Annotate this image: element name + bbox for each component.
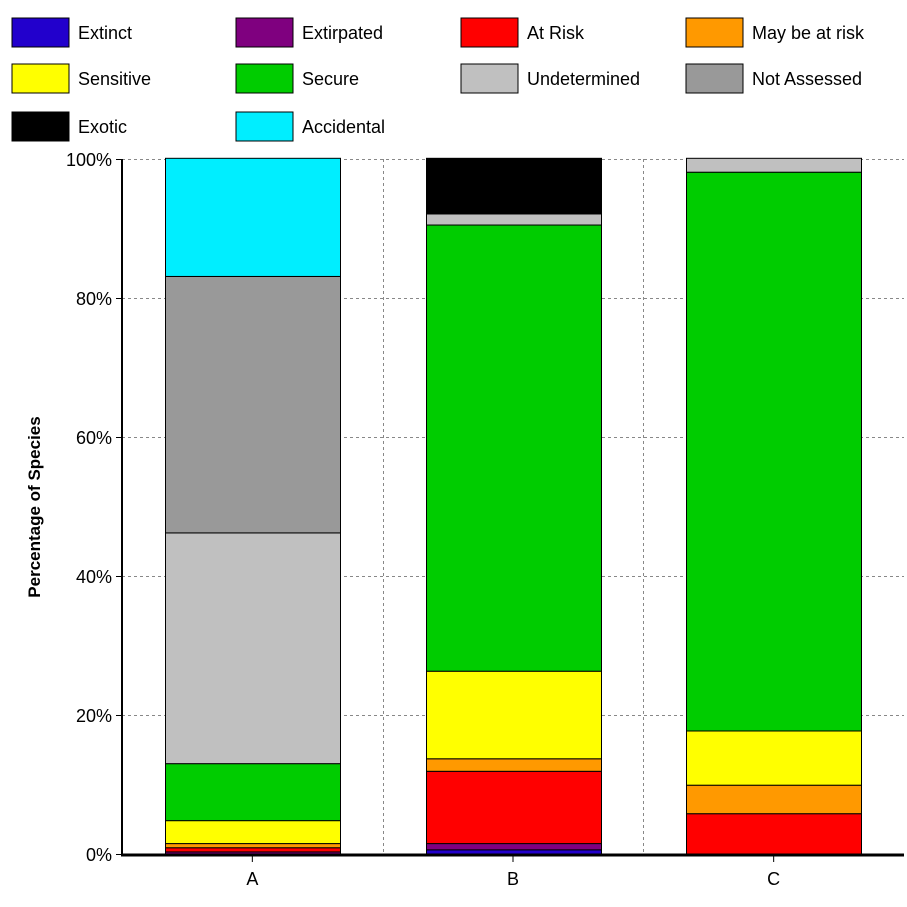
bar-a-at-risk xyxy=(165,847,341,853)
legend-label-undetermined: Undetermined xyxy=(527,69,640,89)
bar-b-extirpated xyxy=(426,843,602,851)
legend-swatch-undetermined xyxy=(460,63,519,94)
y-axis-label: Percentage of Species xyxy=(25,416,44,597)
bar-c-secure xyxy=(686,171,862,732)
bar-b-may-be-at-risk xyxy=(426,758,602,772)
x-tick-label-c: C xyxy=(767,869,780,889)
axes: 0% 20% 40% 60% 80% 100% A B C xyxy=(66,150,904,889)
legend-label-at-risk: At Risk xyxy=(527,23,585,43)
legend-label-extirpated: Extirpated xyxy=(302,23,383,43)
y-tick-label-5: 100% xyxy=(66,150,112,170)
legend-swatch-not-assessed xyxy=(685,63,744,94)
legend-swatch-accidental xyxy=(235,111,294,142)
y-tick-label-4: 80% xyxy=(76,289,112,309)
bar-c-at-risk xyxy=(686,813,862,855)
bar-c-sensitive xyxy=(686,730,862,786)
legend-label-secure: Secure xyxy=(302,69,359,89)
bar-a-secure xyxy=(165,763,341,822)
legend-swatch-extirpated xyxy=(235,17,294,48)
legend-swatch-extinct xyxy=(11,17,70,48)
bar-b-extinct xyxy=(426,849,602,855)
x-tick-label-a: A xyxy=(246,869,258,889)
bar-b-secure xyxy=(426,224,602,672)
bars xyxy=(165,157,862,855)
legend-swatch-at-risk xyxy=(460,17,519,48)
y-tick-label-0: 0% xyxy=(86,845,112,865)
bar-b-sensitive xyxy=(426,670,602,760)
bar-a-undetermined xyxy=(165,532,341,765)
bar-a-not-assessed xyxy=(165,275,341,534)
legend-swatch-may-be-at-risk xyxy=(685,17,744,48)
y-tick-label-2: 40% xyxy=(76,567,112,587)
bar-b-at-risk xyxy=(426,770,602,845)
y-tick-label-1: 20% xyxy=(76,706,112,726)
x-tick-label-b: B xyxy=(507,869,519,889)
legend-label-not-assessed: Not Assessed xyxy=(752,69,862,89)
legend: Extinct Extirpated At Risk May be at risk Se… xyxy=(11,17,865,142)
bar-a-accidental xyxy=(165,157,341,277)
bar-b-exotic xyxy=(426,157,602,215)
legend-swatch-secure xyxy=(235,63,294,94)
bar-a-may-be-at-risk xyxy=(165,843,341,849)
legend-swatch-exotic xyxy=(11,111,70,142)
bar-b-undetermined xyxy=(426,213,602,226)
bar-a-sensitive xyxy=(165,820,341,845)
legend-label-extinct: Extinct xyxy=(78,23,132,43)
legend-label-accidental: Accidental xyxy=(302,117,385,137)
y-tick-label-3: 60% xyxy=(76,428,112,448)
legend-label-exotic: Exotic xyxy=(78,117,127,137)
legend-label-sensitive: Sensitive xyxy=(78,69,151,89)
bar-c-undetermined xyxy=(686,157,862,173)
legend-swatch-sensitive xyxy=(11,63,70,94)
legend-label-may-be-at-risk: May be at risk xyxy=(752,23,865,43)
bar-c-may-be-at-risk xyxy=(686,784,862,815)
